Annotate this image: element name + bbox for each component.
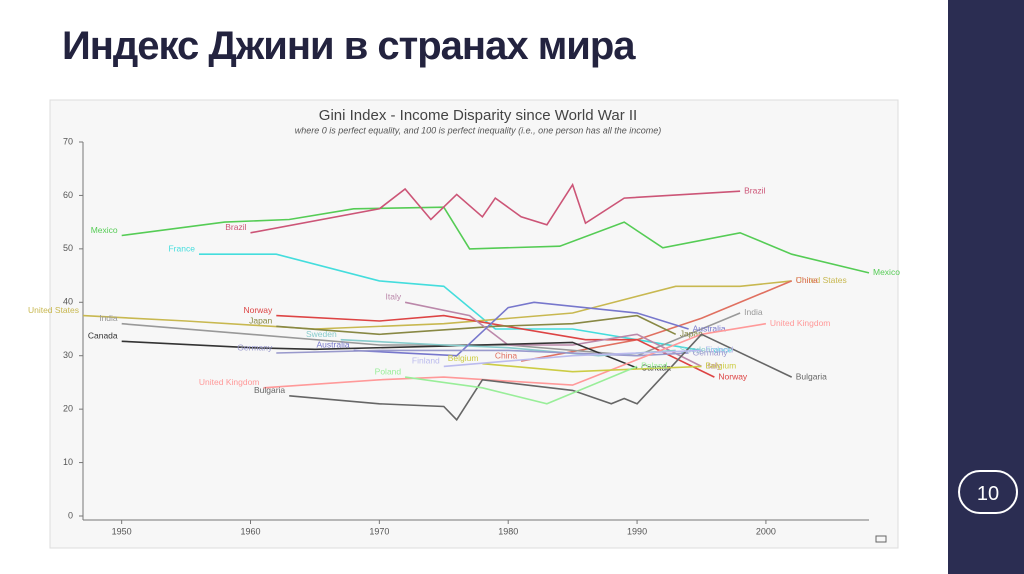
icon (875, 535, 887, 543)
series-label: Mexico (91, 225, 118, 235)
slide-title: Индекс Джини в странах мира (62, 24, 636, 68)
series-label: China (495, 350, 517, 360)
series-label: France (168, 243, 195, 253)
x-tick-label: 1990 (627, 526, 647, 536)
chart: Gini Index - Income Disparity since Worl… (28, 99, 900, 549)
series-label: Finland (412, 356, 440, 366)
series-label: Poland (375, 366, 402, 376)
chart-subtitle: where 0 is perfect equality, and 100 is … (295, 125, 662, 135)
series-line (482, 362, 702, 373)
x-tick-label: 2000 (756, 526, 776, 536)
series-label: Canada (641, 362, 671, 372)
series-label: Italy (386, 292, 402, 302)
series-line (82, 280, 792, 330)
series-label: Japan (249, 316, 272, 326)
series-line (443, 349, 702, 368)
series-label: Finland (705, 345, 733, 355)
series-label: Sweden (306, 329, 337, 339)
series-label: Brazil (744, 185, 765, 195)
series-label: Norway (243, 305, 273, 315)
series-label: China (796, 275, 818, 285)
page-number: 10 (958, 470, 1018, 514)
chart-title: Gini Index - Income Disparity since Worl… (319, 107, 637, 124)
y-tick-label: 60 (63, 190, 73, 200)
series-line (276, 314, 677, 336)
x-tick-label: 1960 (240, 526, 260, 536)
y-tick-label: 50 (63, 243, 73, 253)
x-tick-label: 1950 (112, 526, 132, 536)
y-tick-label: 0 (68, 510, 73, 520)
series-line (121, 340, 638, 369)
series-line (250, 182, 741, 234)
series-label: Canada (88, 331, 118, 341)
x-tick-label: 1970 (369, 526, 389, 536)
series-label: France (705, 345, 732, 355)
series-label: Japan (680, 329, 703, 339)
series-label: India (99, 313, 118, 323)
series-label: Germany (237, 342, 273, 352)
series-label: Mexico (873, 267, 900, 277)
y-tick-label: 30 (63, 350, 73, 360)
series-label: Italy (705, 361, 721, 371)
series-label: Bulgaria (796, 371, 827, 381)
series-line (404, 301, 702, 368)
series-label: Belgium (448, 353, 479, 363)
series-label: Australia (317, 340, 350, 350)
series-line (289, 333, 793, 422)
series-line (353, 301, 689, 357)
series-label: Belgium (705, 361, 736, 371)
y-tick-label: 10 (63, 457, 73, 467)
x-tick-label: 1980 (498, 526, 518, 536)
series-line (199, 253, 702, 352)
series-label: United States (796, 275, 847, 285)
series-label: India (744, 307, 763, 317)
chart-background (49, 99, 899, 549)
series-label: United Kingdom (199, 377, 259, 387)
series-label: Bulgaria (254, 385, 285, 395)
y-tick-label: 40 (63, 297, 73, 307)
series-label: Australia (693, 323, 726, 333)
series-line (263, 322, 767, 389)
series-label: Brazil (225, 222, 246, 232)
series-line (121, 206, 870, 274)
series-label: United States (28, 305, 79, 315)
series-line (276, 349, 689, 357)
series-label: United Kingdom (770, 318, 830, 328)
series-label: Germany (693, 347, 729, 357)
series-label: Norway (718, 371, 748, 381)
series-line (404, 365, 638, 405)
y-tick-label: 70 (63, 136, 73, 146)
y-tick-label: 20 (63, 404, 73, 414)
series-line (276, 314, 715, 378)
series-label: Sweden (680, 345, 711, 355)
series-label: Poland (641, 361, 668, 371)
